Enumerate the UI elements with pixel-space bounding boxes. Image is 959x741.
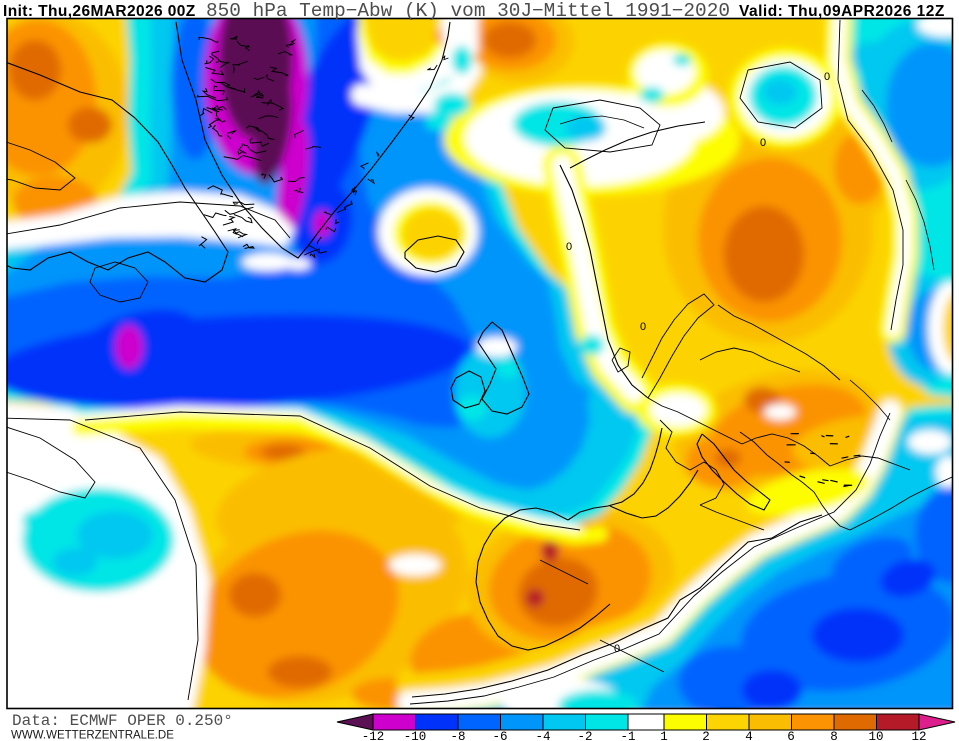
svg-text:Init: Thu,26MAR2026 00Z: Init: Thu,26MAR2026 00Z	[3, 3, 196, 20]
svg-text:Data: ECMWF OPER 0.250°: Data: ECMWF OPER 0.250°	[12, 712, 233, 730]
svg-text:0: 0	[824, 71, 830, 83]
svg-text:2: 2	[702, 730, 710, 741]
svg-text:-12: -12	[362, 730, 385, 741]
svg-text:0: 0	[614, 643, 620, 655]
svg-text:-2: -2	[577, 730, 592, 741]
svg-text:-8: -8	[450, 730, 465, 741]
svg-text:-1: -1	[620, 730, 635, 741]
svg-text:-10: -10	[404, 730, 427, 741]
svg-text:0: 0	[566, 241, 572, 253]
svg-text:6: 6	[787, 730, 795, 741]
svg-text:1: 1	[660, 730, 668, 741]
svg-text:-4: -4	[535, 730, 550, 741]
svg-text:10: 10	[868, 730, 883, 741]
svg-text:-6: -6	[492, 730, 507, 741]
svg-text:0: 0	[760, 137, 766, 149]
svg-text:12: 12	[911, 730, 926, 741]
svg-text:8: 8	[830, 730, 838, 741]
svg-text:Valid: Thu,09APR2026 12Z: Valid: Thu,09APR2026 12Z	[739, 3, 945, 20]
svg-text:850 hPa Temp−Abw (K) vom 30J−M: 850 hPa Temp−Abw (K) vom 30J−Mittel 1991…	[206, 0, 730, 22]
svg-text:0: 0	[640, 321, 646, 333]
svg-text:WWW.WETTERZENTRALE.DE: WWW.WETTERZENTRALE.DE	[11, 730, 174, 741]
svg-text:4: 4	[745, 730, 753, 741]
